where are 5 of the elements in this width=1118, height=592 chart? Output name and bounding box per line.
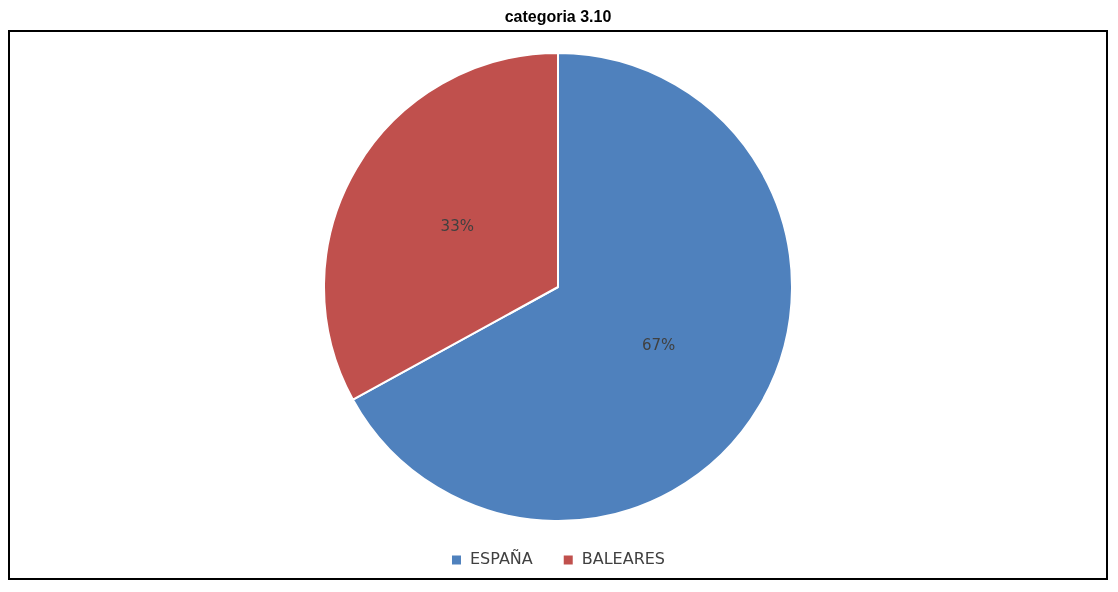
chart-title: categoria 3.10: [503, 8, 613, 27]
data-label: 33%: [440, 217, 474, 236]
legend-label: BALEARES: [581, 549, 666, 569]
data-label: 67%: [642, 336, 676, 355]
legend-label: ESPAÑA: [469, 549, 533, 569]
